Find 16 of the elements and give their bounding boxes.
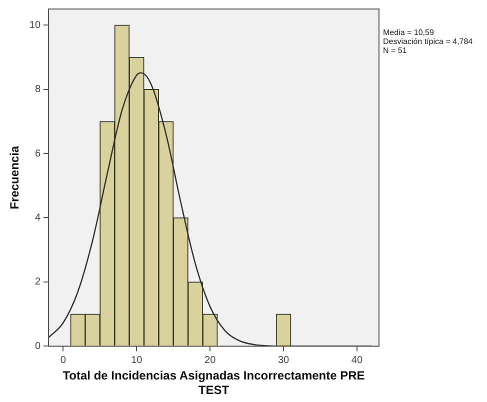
- y-axis-title: Frecuencia: [8, 146, 22, 210]
- text: N = 51: [383, 46, 408, 56]
- y-tick-label: 0: [34, 340, 41, 352]
- y-tick-label: 4: [34, 212, 41, 224]
- text: Media = 10,59: [383, 28, 434, 38]
- x-axis-title: Total de Incidencias Asignadas Incorrectamente PRE TEST: [62, 368, 365, 398]
- y-tick-label: 6: [34, 148, 41, 160]
- text: Desviación típica = 4,784: [383, 37, 474, 46]
- x-tick-label: 30: [278, 354, 290, 366]
- x-tick-label: 10: [131, 354, 143, 366]
- y-tick-label: 8: [34, 84, 41, 96]
- x-tick-label: 0: [60, 354, 66, 366]
- x-tick-label: 20: [204, 354, 216, 366]
- y-tick-label: 10: [29, 20, 41, 31]
- y-tick-label: 2: [34, 276, 41, 288]
- x-tick-label: 40: [351, 354, 363, 366]
